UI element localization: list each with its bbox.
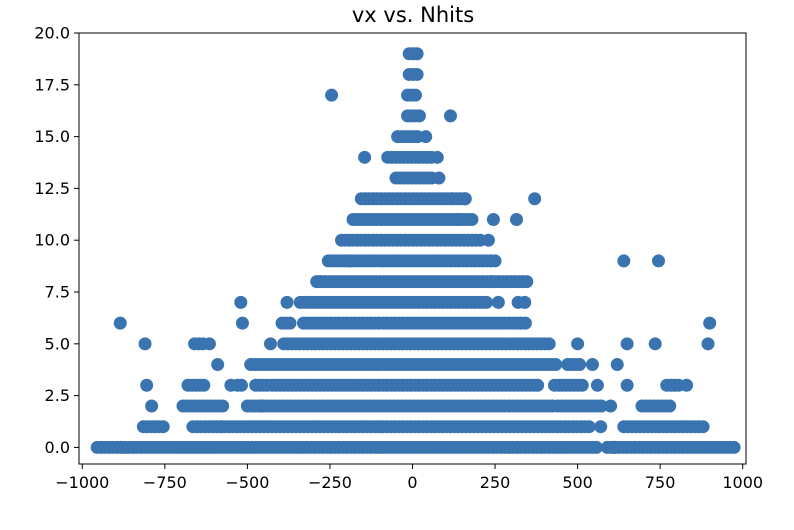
data-point xyxy=(573,358,587,372)
data-point xyxy=(727,440,741,454)
x-tick-label: 750 xyxy=(645,473,676,492)
data-point xyxy=(412,109,426,123)
data-point xyxy=(491,295,505,309)
data-point xyxy=(549,358,563,372)
data-point xyxy=(594,399,608,413)
data-point xyxy=(607,440,621,454)
data-point xyxy=(408,88,422,102)
y-tick-label: 20.0 xyxy=(34,24,70,43)
data-point xyxy=(610,358,624,372)
data-point xyxy=(465,233,479,247)
data-point xyxy=(280,295,294,309)
data-point xyxy=(410,67,424,81)
data-point xyxy=(589,440,603,454)
data-point xyxy=(145,399,159,413)
x-tick-label: −750 xyxy=(143,473,187,492)
x-tick-label: 500 xyxy=(562,473,593,492)
points-layer xyxy=(90,47,741,454)
x-tick-label: 250 xyxy=(480,473,511,492)
data-point xyxy=(620,378,634,392)
y-tick-label: 2.5 xyxy=(45,386,70,405)
data-point xyxy=(214,420,228,434)
data-point xyxy=(590,378,604,392)
y-tick-label: 5.0 xyxy=(45,334,70,353)
data-point xyxy=(531,378,545,392)
data-point xyxy=(419,130,433,144)
data-point xyxy=(663,399,677,413)
x-axis: −1000 −750 −500 −250 0 250 500 750 1000 xyxy=(55,464,763,492)
data-point xyxy=(575,378,589,392)
data-point xyxy=(571,337,585,351)
x-tick-label: −500 xyxy=(225,473,269,492)
data-point xyxy=(196,337,210,351)
y-tick-label: 12.5 xyxy=(34,179,70,198)
data-point xyxy=(325,88,339,102)
y-tick-label: 10.0 xyxy=(34,231,70,250)
data-point xyxy=(430,150,444,164)
y-tick-label: 15.0 xyxy=(34,127,70,146)
data-point xyxy=(234,295,248,309)
data-point xyxy=(701,337,715,351)
y-axis: 0.0 2.5 5.0 7.5 10.0 12.5 15.0 17.5 20.0 xyxy=(34,24,79,457)
data-point xyxy=(358,150,372,164)
data-point xyxy=(680,378,694,392)
data-point xyxy=(481,233,495,247)
data-point xyxy=(410,47,424,61)
data-point xyxy=(585,358,599,372)
data-point xyxy=(604,399,618,413)
data-point xyxy=(617,254,631,268)
data-point xyxy=(703,316,717,330)
data-point xyxy=(235,316,249,330)
data-point xyxy=(197,378,211,392)
data-point xyxy=(234,378,248,392)
x-tick-label: 0 xyxy=(407,473,417,492)
data-point xyxy=(211,358,225,372)
data-point xyxy=(594,420,608,434)
data-point xyxy=(432,171,446,185)
data-point xyxy=(313,275,327,289)
data-point xyxy=(254,399,268,413)
data-point xyxy=(138,337,152,351)
data-point xyxy=(485,275,499,289)
data-point xyxy=(465,212,479,226)
data-point xyxy=(224,378,238,392)
data-point xyxy=(264,337,278,351)
data-point xyxy=(518,316,532,330)
data-point xyxy=(518,295,532,309)
data-point xyxy=(648,337,662,351)
data-point xyxy=(528,192,542,206)
chart-title: vx vs. Nhits xyxy=(352,3,474,27)
data-point xyxy=(652,254,665,268)
data-point xyxy=(140,378,154,392)
data-point xyxy=(452,212,466,226)
data-point xyxy=(488,254,502,268)
data-point xyxy=(156,420,170,434)
data-point xyxy=(216,399,230,413)
y-tick-label: 17.5 xyxy=(34,75,70,94)
data-point xyxy=(458,192,472,206)
x-tick-label: −250 xyxy=(308,473,352,492)
data-point xyxy=(582,420,596,434)
data-point xyxy=(443,109,457,123)
x-tick-label: 1000 xyxy=(722,473,763,492)
data-point xyxy=(486,212,500,226)
data-point xyxy=(620,337,634,351)
data-point xyxy=(520,275,534,289)
y-tick-label: 0.0 xyxy=(45,438,70,457)
data-point xyxy=(113,316,127,330)
data-point xyxy=(479,295,493,309)
data-point xyxy=(445,192,459,206)
data-point xyxy=(510,212,524,226)
x-tick-label: −1000 xyxy=(55,473,109,492)
data-point xyxy=(343,254,357,268)
data-point xyxy=(260,378,274,392)
data-point xyxy=(696,420,710,434)
y-tick-label: 7.5 xyxy=(45,283,70,302)
data-point xyxy=(283,316,297,330)
data-point xyxy=(542,337,556,351)
